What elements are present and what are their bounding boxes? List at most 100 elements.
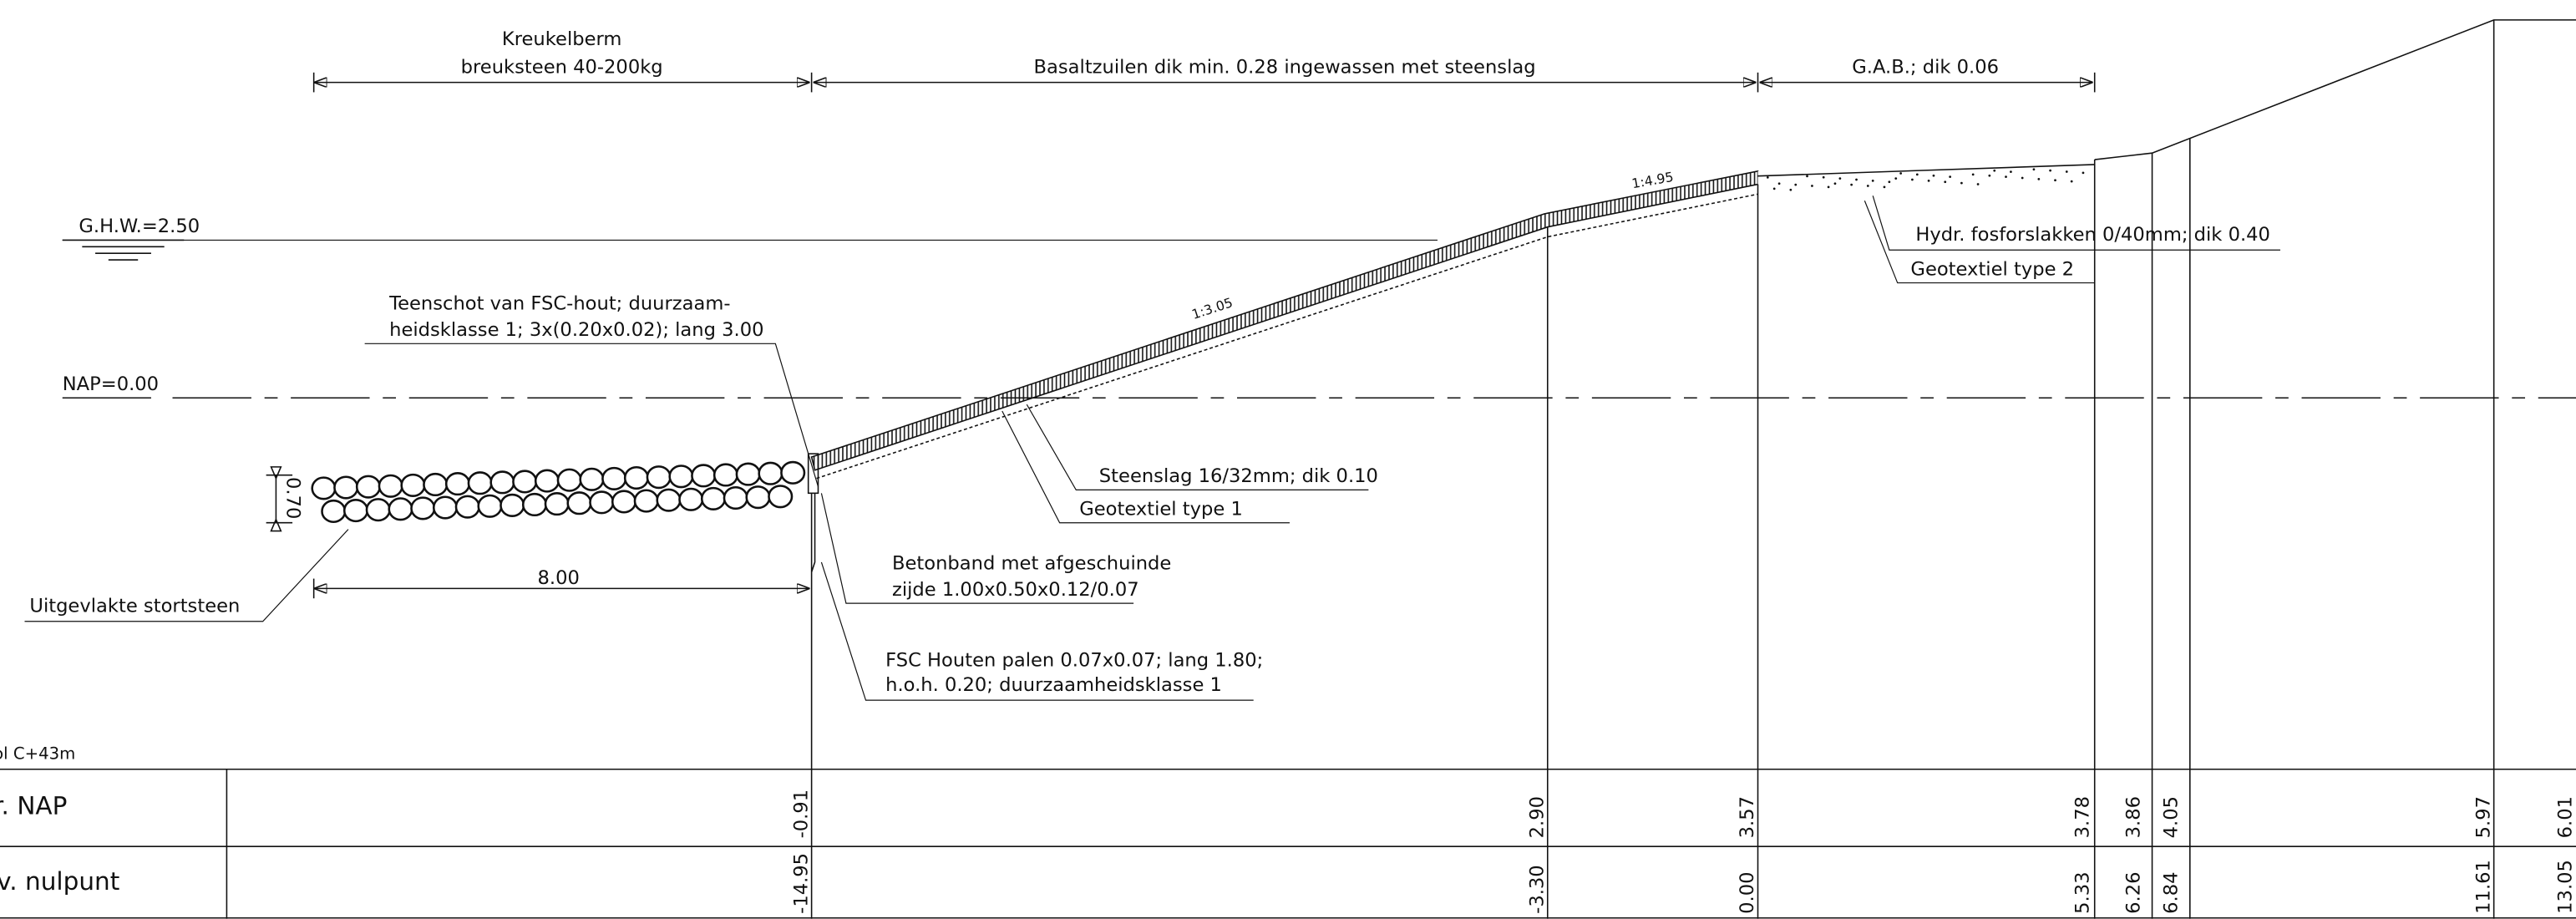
speck bbox=[1988, 175, 1990, 177]
rock bbox=[402, 475, 425, 496]
cell-value: 5.33 bbox=[2071, 871, 2093, 913]
speck bbox=[1977, 183, 1980, 185]
rock bbox=[590, 492, 613, 514]
revetment bbox=[809, 20, 2576, 572]
rock bbox=[491, 472, 515, 494]
speck bbox=[2049, 170, 2051, 172]
speck bbox=[1993, 170, 1995, 172]
label: heidsklasse 1; 3x(0.20x0.02); lang 3.00 bbox=[389, 319, 763, 341]
speck bbox=[1773, 187, 1776, 190]
cell-value: 3.78 bbox=[2071, 796, 2093, 838]
speck bbox=[2054, 179, 2056, 181]
cell-value: -3.30 bbox=[1526, 865, 1548, 913]
cell-value: 3.86 bbox=[2122, 796, 2144, 838]
cell-value: 3.57 bbox=[1737, 796, 1758, 838]
speck bbox=[1872, 180, 1874, 182]
rock bbox=[657, 490, 681, 511]
label: Betonband met afgeschuinde bbox=[892, 552, 1171, 574]
label: Geotextiel type 2 bbox=[1910, 258, 2074, 280]
rock bbox=[367, 499, 390, 520]
water-symbol bbox=[82, 246, 164, 260]
speck bbox=[1855, 179, 1858, 181]
rock bbox=[768, 485, 792, 507]
rock bbox=[500, 495, 524, 516]
rock bbox=[411, 498, 434, 520]
speck bbox=[1794, 184, 1797, 186]
slope-label: 1:4.95 bbox=[1630, 169, 1675, 191]
speck bbox=[1888, 180, 1890, 183]
rock bbox=[469, 472, 492, 494]
rock bbox=[635, 490, 658, 512]
rock bbox=[523, 494, 546, 515]
rock bbox=[344, 500, 368, 521]
rock bbox=[679, 489, 702, 510]
rock bbox=[513, 471, 536, 493]
speck bbox=[1789, 189, 1792, 191]
label: zijde 1.00x0.50x0.12/0.07 bbox=[892, 579, 1139, 601]
speck bbox=[1867, 185, 1869, 187]
rock bbox=[423, 474, 447, 495]
speck bbox=[2066, 170, 2068, 173]
label: Basaltzuilen dik min. 0.28 ingewassen me… bbox=[1034, 56, 1536, 78]
label: Hydr. fosforslakken 0/40mm; dik 0.40 bbox=[1915, 224, 2270, 246]
label: G.H.W.=2.50 bbox=[79, 216, 200, 237]
rock bbox=[334, 477, 357, 499]
rock bbox=[568, 492, 591, 514]
speck bbox=[1894, 177, 1897, 180]
cell-value: 11.61 bbox=[2472, 860, 2494, 914]
speck bbox=[1928, 180, 1930, 182]
cell-value: 4.05 bbox=[2161, 796, 2183, 838]
speck bbox=[2033, 168, 2036, 170]
speck bbox=[1899, 172, 1902, 175]
rock bbox=[612, 491, 636, 513]
speck bbox=[1767, 176, 1769, 179]
speck bbox=[1838, 177, 1841, 180]
cell-value: 6.01 bbox=[2555, 796, 2576, 838]
rock bbox=[479, 495, 502, 517]
cell-value: 2.90 bbox=[1526, 796, 1548, 838]
rock bbox=[545, 493, 569, 515]
rock bbox=[434, 497, 457, 519]
rock bbox=[759, 463, 783, 485]
speck bbox=[1828, 186, 1830, 189]
speck bbox=[1884, 186, 1886, 189]
speck bbox=[1960, 182, 1963, 185]
rock bbox=[312, 478, 336, 500]
speck bbox=[1916, 174, 1919, 176]
speck bbox=[1850, 184, 1853, 186]
label: 0.70 bbox=[282, 477, 304, 519]
label: Uitgevlakte stortsteen bbox=[29, 596, 240, 617]
cross-section-drawing: Kreukelberm breuksteen 40-200kg Basaltzu… bbox=[0, 0, 2576, 919]
label: Teenschot van FSC-hout; duurzaam- bbox=[388, 293, 730, 315]
speck bbox=[2082, 172, 2085, 175]
speck bbox=[1834, 182, 1837, 185]
row-label: r. NAP bbox=[0, 791, 67, 820]
speck bbox=[2037, 178, 2040, 180]
speck bbox=[2005, 175, 2007, 178]
speck bbox=[1933, 175, 1935, 177]
rock bbox=[747, 486, 770, 508]
rock bbox=[456, 496, 479, 518]
rock bbox=[535, 470, 559, 492]
speck bbox=[1972, 174, 1975, 176]
rock bbox=[357, 476, 380, 498]
label: Steenslag 16/32mm; dik 0.10 bbox=[1099, 465, 1378, 487]
cell-value: -0.91 bbox=[790, 790, 812, 839]
rock bbox=[558, 470, 581, 491]
speck bbox=[1811, 185, 1813, 187]
rock bbox=[379, 475, 403, 497]
cell-value: -14.95 bbox=[790, 853, 812, 914]
label: h.o.h. 0.20; duurzaamheidsklasse 1 bbox=[885, 674, 1222, 696]
rock bbox=[692, 465, 715, 487]
speck bbox=[1823, 176, 1825, 179]
rock bbox=[446, 473, 469, 495]
label: G.A.B.; dik 0.06 bbox=[1852, 56, 1999, 78]
label: 8.00 bbox=[538, 567, 580, 589]
speck bbox=[2071, 180, 2073, 183]
rock bbox=[647, 466, 671, 488]
profile-name: ol C+43m bbox=[0, 744, 75, 764]
label: Kreukelberm bbox=[502, 28, 622, 50]
rock bbox=[581, 469, 604, 490]
rock bbox=[625, 467, 648, 489]
cell-value: 6.84 bbox=[2161, 871, 2183, 913]
